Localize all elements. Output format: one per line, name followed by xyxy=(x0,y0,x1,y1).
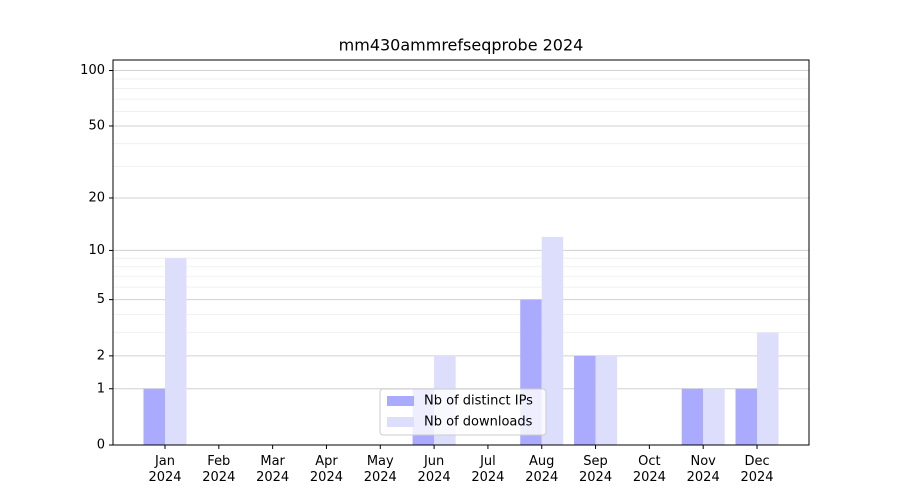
y-tick-label: 10 xyxy=(88,243,105,258)
y-tick-label: 1 xyxy=(97,381,105,396)
x-tick-label: Oct 2024 xyxy=(633,454,666,485)
y-tick-label: 20 xyxy=(88,190,105,205)
x-tick-label: Apr 2024 xyxy=(310,454,343,485)
bar xyxy=(541,236,564,445)
y-tick-label: 50 xyxy=(88,118,105,133)
plot-frame xyxy=(112,59,810,446)
bar xyxy=(681,388,704,445)
bar xyxy=(143,388,165,445)
bar xyxy=(595,355,618,445)
legend-swatch xyxy=(387,417,414,427)
bar xyxy=(735,388,758,445)
x-tick-label: Nov 2024 xyxy=(687,454,720,485)
x-tick-label: Sep 2024 xyxy=(579,454,612,485)
x-tick-label: Jul 2024 xyxy=(471,454,504,485)
legend-box xyxy=(379,388,547,436)
x-tick-label: Jan 2024 xyxy=(148,454,181,485)
legend-swatch xyxy=(387,396,414,406)
x-tick-label: Jun 2024 xyxy=(418,454,451,485)
bar xyxy=(757,332,779,445)
legend-label: Nb of downloads xyxy=(424,415,533,430)
x-tick-label: Aug 2024 xyxy=(525,454,558,485)
y-tick-label: 0 xyxy=(97,438,105,453)
legend: Nb of distinct IPs Nb of downloads xyxy=(379,388,547,436)
chart-title: mm430ammrefseqprobe 2024 xyxy=(339,36,584,55)
x-tick-label: Mar 2024 xyxy=(256,454,289,485)
legend-label: Nb of distinct IPs xyxy=(424,394,533,409)
bar xyxy=(703,388,725,445)
bar xyxy=(574,355,596,445)
y-tick-label: 2 xyxy=(97,348,105,363)
x-tick-label: Feb 2024 xyxy=(202,454,235,485)
x-tick-label: Dec 2024 xyxy=(740,454,773,485)
bar xyxy=(165,258,187,445)
x-tick-label: May 2024 xyxy=(364,454,397,485)
y-tick-label: 5 xyxy=(97,292,105,307)
y-tick-label: 100 xyxy=(80,63,105,78)
